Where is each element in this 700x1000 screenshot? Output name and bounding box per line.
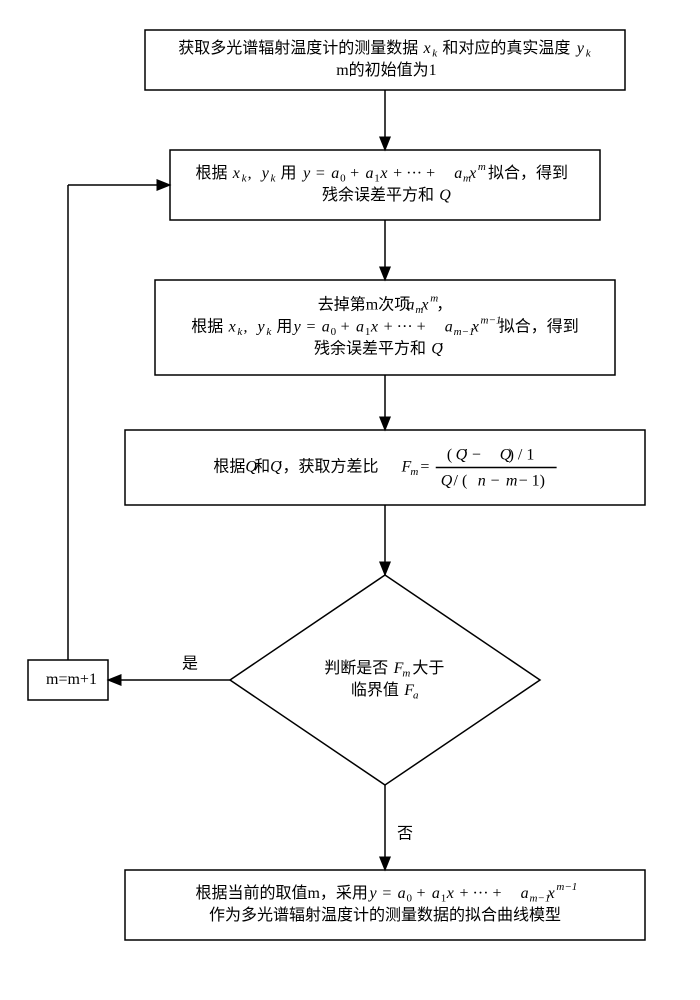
edge-label: 否 [397,826,413,843]
svg-text:作为多光谱辐射温度计的测量数据的拟合曲线模型: 作为多光谱辐射温度计的测量数据的拟合曲线模型 [209,906,561,924]
n1: 获取多光谱辐射温度计的测量数据 xk 和对应的真实温度 yk m的初始值为1 [145,30,625,90]
svg-text:临界值 Fa: 临界值 Fa [351,681,419,701]
flowchart-canvas: 获取多光谱辐射温度计的测量数据 xk 和对应的真实温度 yk m的初始值为1 根据 … [0,0,700,1000]
svg-text:m=m+1: m=m+1 [46,671,97,688]
n2: 根据 xk, yk 用 y = a0 + a1x + ··· + amxm 拟合… [170,150,600,220]
svg-text:Q / (n − m − 1): Q / (n − m − 1) [441,472,545,489]
n3: 去掉第m次项amxm，根据 xk, yk 用y = a0 + a1x + ···… [155,280,615,375]
n7: 根据当前的取值m，采用 y = a0 + a1x + ··· + am−1xm−… [125,870,645,940]
svg-text:根据 xk, yk 用y = a0 + a1x + ···: 根据 xk, yk 用y = a0 + a1x + ··· + am−1xm−1… [191,314,578,338]
n5: 判断是否 Fm 大于临界值 Fa [230,575,540,785]
svg-text:残余误差平方和 Q′: 残余误差平方和 Q′ [314,338,444,357]
svg-text:根据 xk, yk 用 y = a0 + a1x + ···: 根据 xk, yk 用 y = a0 + a1x + ··· + amxm 拟合… [195,160,567,184]
svg-text:获取多光谱辐射温度计的测量数据 xk 和对应的真实温度 yk: 获取多光谱辐射温度计的测量数据 xk 和对应的真实温度 yk [178,38,591,59]
svg-text:根据当前的取值m，采用 y = a0 + a1x + ···: 根据当前的取值m，采用 y = a0 + a1x + ··· + am−1xm−… [195,880,577,904]
svg-text:残余误差平方和 Q: 残余误差平方和 Q [322,185,451,204]
edge-label: 是 [182,656,198,673]
svg-text:判断是否 Fm 大于: 判断是否 Fm 大于 [324,659,444,679]
n6: m=m+1 [28,660,108,700]
svg-text:m的初始值为1: m的初始值为1 [336,61,436,79]
n4: 根据Q和Q′，获取方差比 Fm = (Q′ − Q) / 1Q / (n − m… [125,430,645,505]
